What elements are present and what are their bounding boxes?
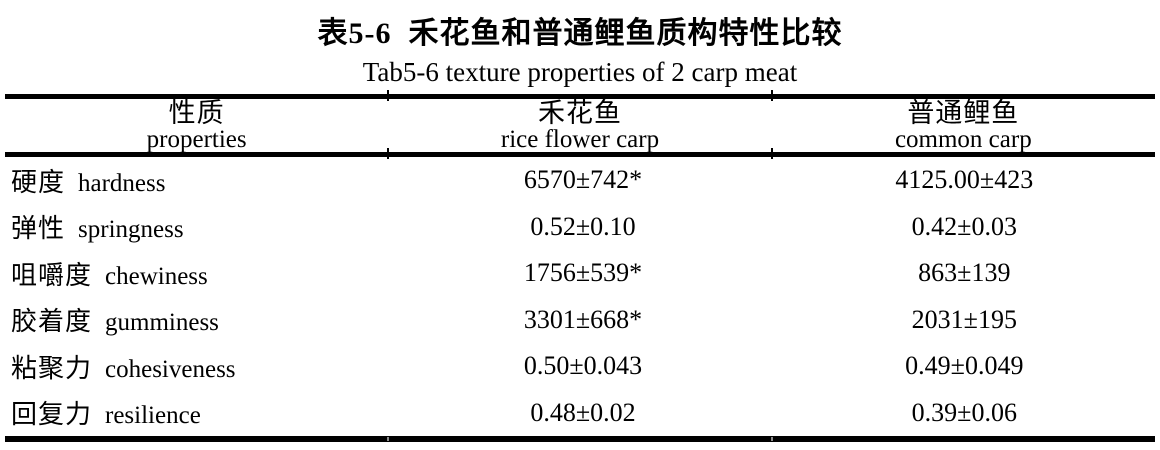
row-label-zh: 回复力 [11,400,93,430]
cell-common-carp: 863±139 [918,258,1011,288]
row-label-en: resilience [105,402,201,430]
table-row-chewiness: 咀嚼度 chewiness 1756±539* 863±139 [5,250,1155,297]
table-title-zh: 表5-6 禾花鱼和普通鲤鱼质构特性比较 [317,17,843,50]
table-row-cohesiveness: 粘聚力 cohesiveness 0.50±0.043 0.49±0.049 [5,343,1155,390]
cell-common-carp: 2031±195 [911,304,1017,334]
row-label-en: chewiness [105,262,208,290]
cell-rice-flower-carp: 0.50±0.043 [523,351,643,381]
cell-common-carp: 0.42±0.03 [911,211,1017,241]
row-label: 粘聚力 cohesiveness [5,348,392,385]
row-label-zh: 咀嚼度 [11,260,93,290]
row-label-en: hardness [78,169,166,197]
cell-rice-flower-carp: 6570±742* [523,165,643,195]
column-header-zh: 性质 [168,98,225,128]
column-boundary-seam [771,437,773,441]
column-boundary-tick [387,90,389,101]
column-boundary-tick [771,148,773,159]
row-label: 咀嚼度 chewiness [5,255,392,292]
row-label: 胶着度 gumminess [5,301,392,338]
table-header-row: 性质 properties 禾花鱼 rice flower carp 普通鲤鱼 … [5,99,1155,152]
column-header-rice-flower-carp: 禾花鱼 rice flower carp [388,99,771,152]
table-title-en: Tab5-6 texture properties of 2 carp meat [362,57,798,87]
texture-comparison-table: 性质 properties 禾花鱼 rice flower carp 普通鲤鱼 … [5,90,1155,442]
column-header-en: rice flower carp [500,126,660,153]
row-label: 弹性 springness [5,208,392,245]
row-label: 硬度 hardness [5,162,392,199]
row-label-en: springness [78,216,184,244]
table-header-rule [5,148,1155,159]
table-body: 硬度 hardness 6570±742* 4125.00±423 弹性 sprin… [5,157,1155,436]
cell-rice-flower-carp: 1756±539* [523,258,643,288]
row-label: 回复力 resilience [5,394,392,431]
column-boundary-seam [387,437,389,441]
cell-common-carp: 0.49±0.049 [905,351,1024,381]
column-boundary-tick [387,148,389,159]
row-label-zh: 胶着度 [11,307,93,337]
column-header-properties: 性质 properties [5,99,388,152]
table-row-resilience: 回复力 resilience 0.48±0.02 0.39±0.06 [5,390,1155,437]
row-label-zh: 弹性 [11,214,66,244]
column-header-common-carp: 普通鲤鱼 common carp [772,99,1155,152]
row-label-en: cohesiveness [105,355,236,383]
table-row-gumminess: 胶着度 gumminess 3301±668* 2031±195 [5,297,1155,344]
cell-rice-flower-carp: 0.52±0.10 [530,211,636,241]
table-top-rule [5,90,1155,101]
row-label-zh: 硬度 [11,167,66,197]
column-header-en: properties [146,126,247,153]
cell-common-carp: 0.39±0.06 [911,397,1017,427]
table-row-springness: 弹性 springness 0.52±0.10 0.42±0.03 [5,204,1155,251]
row-label-zh: 粘聚力 [11,353,93,383]
column-header-zh: 普通鲤鱼 [907,98,1020,128]
cell-rice-flower-carp: 3301±668* [523,304,643,334]
column-header-en: common carp [894,126,1032,153]
column-header-zh: 禾花鱼 [537,98,622,128]
row-label-en: gumminess [105,309,219,337]
table-row-hardness: 硬度 hardness 6570±742* 4125.00±423 [5,157,1155,204]
table-bottom-rule [5,436,1155,442]
cell-rice-flower-carp: 0.48±0.02 [530,397,636,427]
column-boundary-tick [771,90,773,101]
cell-common-carp: 4125.00±423 [895,165,1034,195]
